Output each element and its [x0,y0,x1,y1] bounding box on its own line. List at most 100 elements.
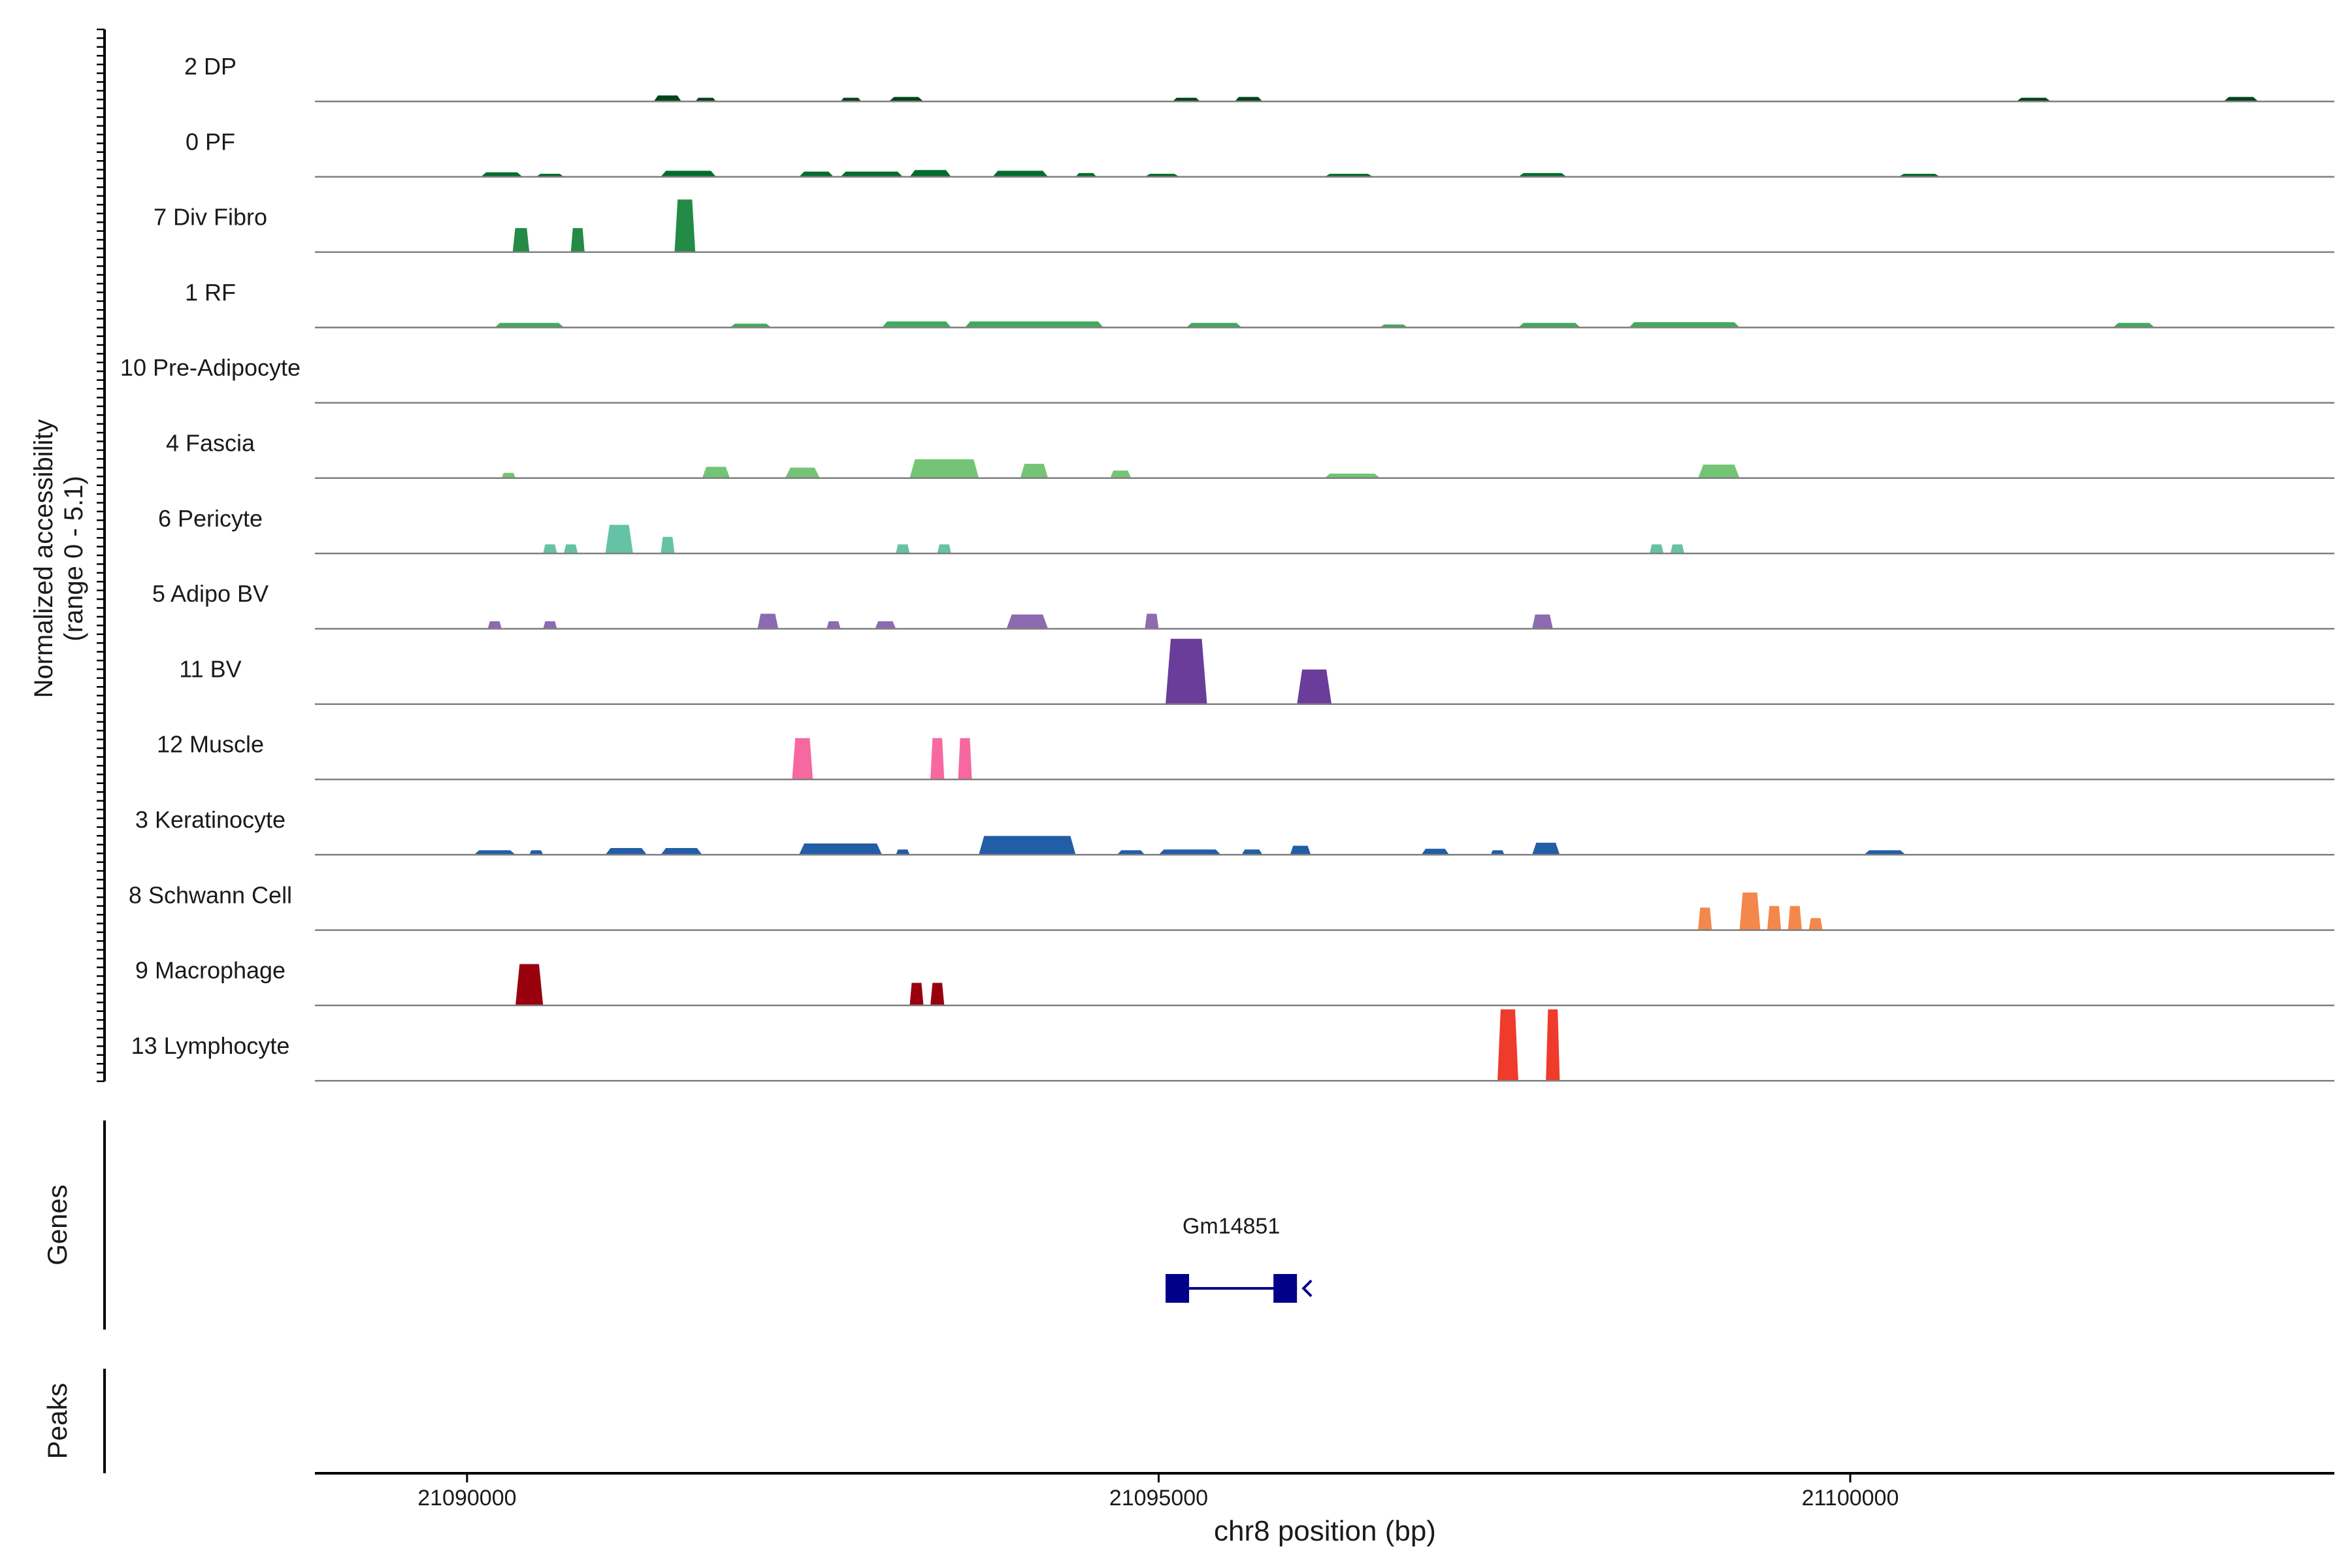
coverage-peak [1172,97,1200,102]
x-tick-label: 21100000 [1802,1486,1899,1511]
x-tick-label: 21095000 [1109,1486,1208,1511]
coverage-peak [1110,470,1132,478]
track-label: 5 Adipo BV [152,580,269,607]
track-4: 1 RF [185,279,2334,329]
coverage-peak [481,172,523,177]
coverage-peak [1421,849,1449,855]
track-label: 2 DP [184,53,237,80]
track-1: 2 DP [184,53,2334,103]
gene-exon [1273,1274,1298,1303]
track-8: 5 Adipo BV [152,580,2334,630]
coverage-peak [605,525,633,554]
x-axis-title: chr8 position (bp) [1214,1515,1436,1547]
coverage-peak [757,613,779,629]
coverage-peak [515,964,544,1005]
coverage-peak [1808,918,1823,930]
coverage-peak [543,621,557,629]
coverage-peak [1241,849,1263,855]
coverage-peak [543,544,557,554]
coverage-peak [1546,1009,1560,1081]
coverage-tracks: 2 DP 0 PF 7 Div Fibro 1 RF 10 Pre-Adipocyte 4… [120,53,2334,1082]
coverage-peak [501,472,515,478]
track-label: 12 Muscle [157,731,264,758]
coverage-peak [889,97,924,102]
track-label: 1 RF [185,279,236,306]
coverage-peak [1234,97,1263,102]
coverage-peak [965,321,1103,328]
genes-panel: Genes Gm14851 [42,1120,1313,1330]
coverage-peak [730,323,772,328]
coverage-peak [840,171,903,177]
coverage-peak [653,95,681,102]
track-9: 11 BV [179,638,2334,705]
coverage-peak [474,850,515,855]
coverage-peak [2113,323,2155,328]
coverage-peak [937,544,951,554]
coverage-peak [1767,906,1782,930]
coverage-peak [958,738,972,779]
gene-name-label: Gm14851 [1183,1214,1280,1239]
coverage-peak [840,97,862,102]
track-13: 9 Macrophage [135,957,2334,1007]
coverage-peak [1518,172,1567,177]
coverage-peak [909,459,979,478]
coverage-peak [930,983,945,1005]
track-label: 7 Div Fibro [154,204,267,231]
coverage-peak [1532,842,1560,855]
track-5: 10 Pre-Adipocyte [120,354,2334,404]
coverage-peak [1739,892,1761,930]
coverage-peak [605,848,647,855]
coverage-peak [1117,850,1145,855]
coverage-peak [1075,172,1097,177]
gene-exon [1166,1274,1190,1303]
track-label: 10 Pre-Adipocyte [120,354,301,381]
coverage-peak [1006,614,1049,629]
track-label: 8 Schwann Cell [129,881,292,908]
coverage-peak [2223,97,2259,102]
coverage-peak [896,849,910,855]
coverage-peak [487,621,502,629]
coverage-peak [702,466,730,478]
coverage-peak [695,97,716,102]
track-12: 8 Schwann Cell [129,881,2334,931]
coverage-peak [512,228,530,252]
coverage-peak [1297,669,1332,704]
coverage-peak [661,848,702,855]
coverage-peak [909,983,924,1005]
coverage-peak [799,171,834,177]
y-axis-title-line-2: (range 0 - 5.1) [59,476,88,641]
y-axis-title: Normalized accessibility (range 0 - 5.1) [29,419,88,698]
track-label: 4 Fascia [166,430,255,457]
gene-models: Gm14851 [1166,1214,1313,1303]
coverage-peak [792,738,813,779]
coverage-peak [1290,845,1311,855]
coverage-peak [909,170,951,177]
track-14: 13 Lymphocyte [131,1009,2334,1082]
track-7: 6 Pericyte [158,505,2334,555]
coverage-peak [1864,850,1906,855]
track-label: 6 Pericyte [158,505,263,532]
coverage-peak [570,228,585,252]
strand-arrow-icon [1301,1279,1313,1298]
gene-gm14851: Gm14851 [1166,1214,1313,1303]
coverage-peak [1497,1009,1518,1081]
coverage-peak [1670,544,1684,554]
track-6: 4 Fascia [166,430,2334,480]
peaks-track-label: Peaks [42,1383,73,1460]
coverage-peak [1788,906,1802,930]
peaks-panel: Peaks [42,1369,106,1473]
coverage-peak [896,544,910,554]
coverage-peak [1698,465,1740,478]
coverage-peak [661,536,675,554]
coverage-peak [1186,323,1242,328]
track-label: 9 Macrophage [135,957,286,984]
coverage-peak [2016,97,2051,102]
coverage-peak [1158,849,1221,855]
coverage-peak [992,171,1049,177]
coverage-peak [1020,463,1049,478]
track-label: 11 BV [179,655,241,682]
coverage-peak [495,323,564,328]
coverage-peak [1518,323,1581,328]
track-label: 3 Keratinocyte [135,806,286,833]
